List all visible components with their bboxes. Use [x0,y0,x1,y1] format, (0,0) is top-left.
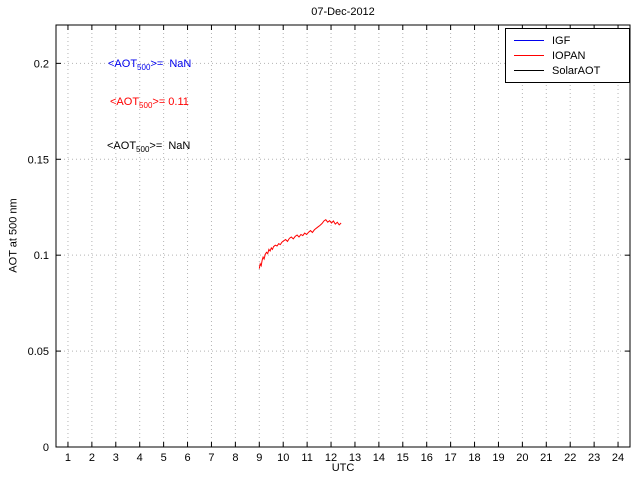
x-tick-label: 16 [421,452,433,464]
x-tick-label: 19 [492,452,504,464]
legend-line-swatch [514,40,544,41]
x-tick-label: 20 [516,452,528,464]
legend-line-swatch [514,70,544,71]
x-tick-label: 3 [113,452,119,464]
mean-aot-annotation-iopan: <AOT500>= 0.11 [110,96,189,110]
legend-line-swatch [514,55,544,56]
mean-aot-annotation-solaraot: <AOT500>= NaN [107,140,190,154]
chart-title: 07-Dec-2012 [311,6,375,18]
x-tick-label: 21 [540,452,552,464]
y-tick-label: 0.15 [28,154,49,166]
legend-label: SolarAOT [552,64,601,77]
x-tick-label: 7 [208,452,214,464]
y-tick-label: 0.1 [34,250,49,262]
x-tick-label: 10 [277,452,289,464]
annotation-prefix: <AOT [110,96,140,108]
x-tick-label: 14 [373,452,385,464]
x-tick-label: 1 [65,452,71,464]
annotation-subscript: 500 [136,145,150,155]
x-tick-label: 2 [89,452,95,464]
x-tick-label: 11 [301,452,312,464]
mean-aot-annotation-igf: <AOT500>= NaN [108,58,191,72]
x-tick-label: 13 [349,452,361,464]
annotation-value: >= 0.11 [152,96,189,108]
series-line-iopan [258,219,342,269]
annotation-value: >= NaN [149,140,191,152]
legend-item-igf: IGF [514,33,621,48]
x-tick-label: 18 [468,452,480,464]
x-tick-label: 17 [445,452,457,464]
x-tick-label: 22 [564,452,576,464]
x-tick-label: 8 [232,452,238,464]
x-tick-label: 4 [137,452,143,464]
y-tick-label: 0.05 [28,346,49,358]
y-tick-label: 0.2 [34,58,49,70]
annotation-subscript: 500 [137,63,151,73]
x-tick-label: 24 [612,452,624,464]
legend-item-iopan: IOPAN [514,48,621,63]
annotation-subscript: 500 [139,101,153,111]
x-tick-label: 12 [325,452,337,464]
annotation-prefix: <AOT [107,140,137,152]
x-tick-label: 6 [184,452,190,464]
legend-item-solaraot: SolarAOT [514,63,621,78]
x-tick-label: 5 [161,452,167,464]
x-tick-label: 15 [397,452,409,464]
legend-box: IGF IOPAN SolarAOT [505,28,630,83]
legend-label: IOPAN [552,49,586,62]
annotation-value: >= NaN [150,58,192,70]
legend-label: IGF [552,34,571,47]
x-axis-label: UTC [331,462,355,474]
annotation-prefix: <AOT [108,58,138,70]
x-tick-label: 23 [588,452,600,464]
x-tick-label: 9 [256,452,262,464]
plot-border [55,24,631,448]
y-tick-label: 0 [43,442,49,454]
y-axis-label: AOT at 500 nm [7,198,20,273]
